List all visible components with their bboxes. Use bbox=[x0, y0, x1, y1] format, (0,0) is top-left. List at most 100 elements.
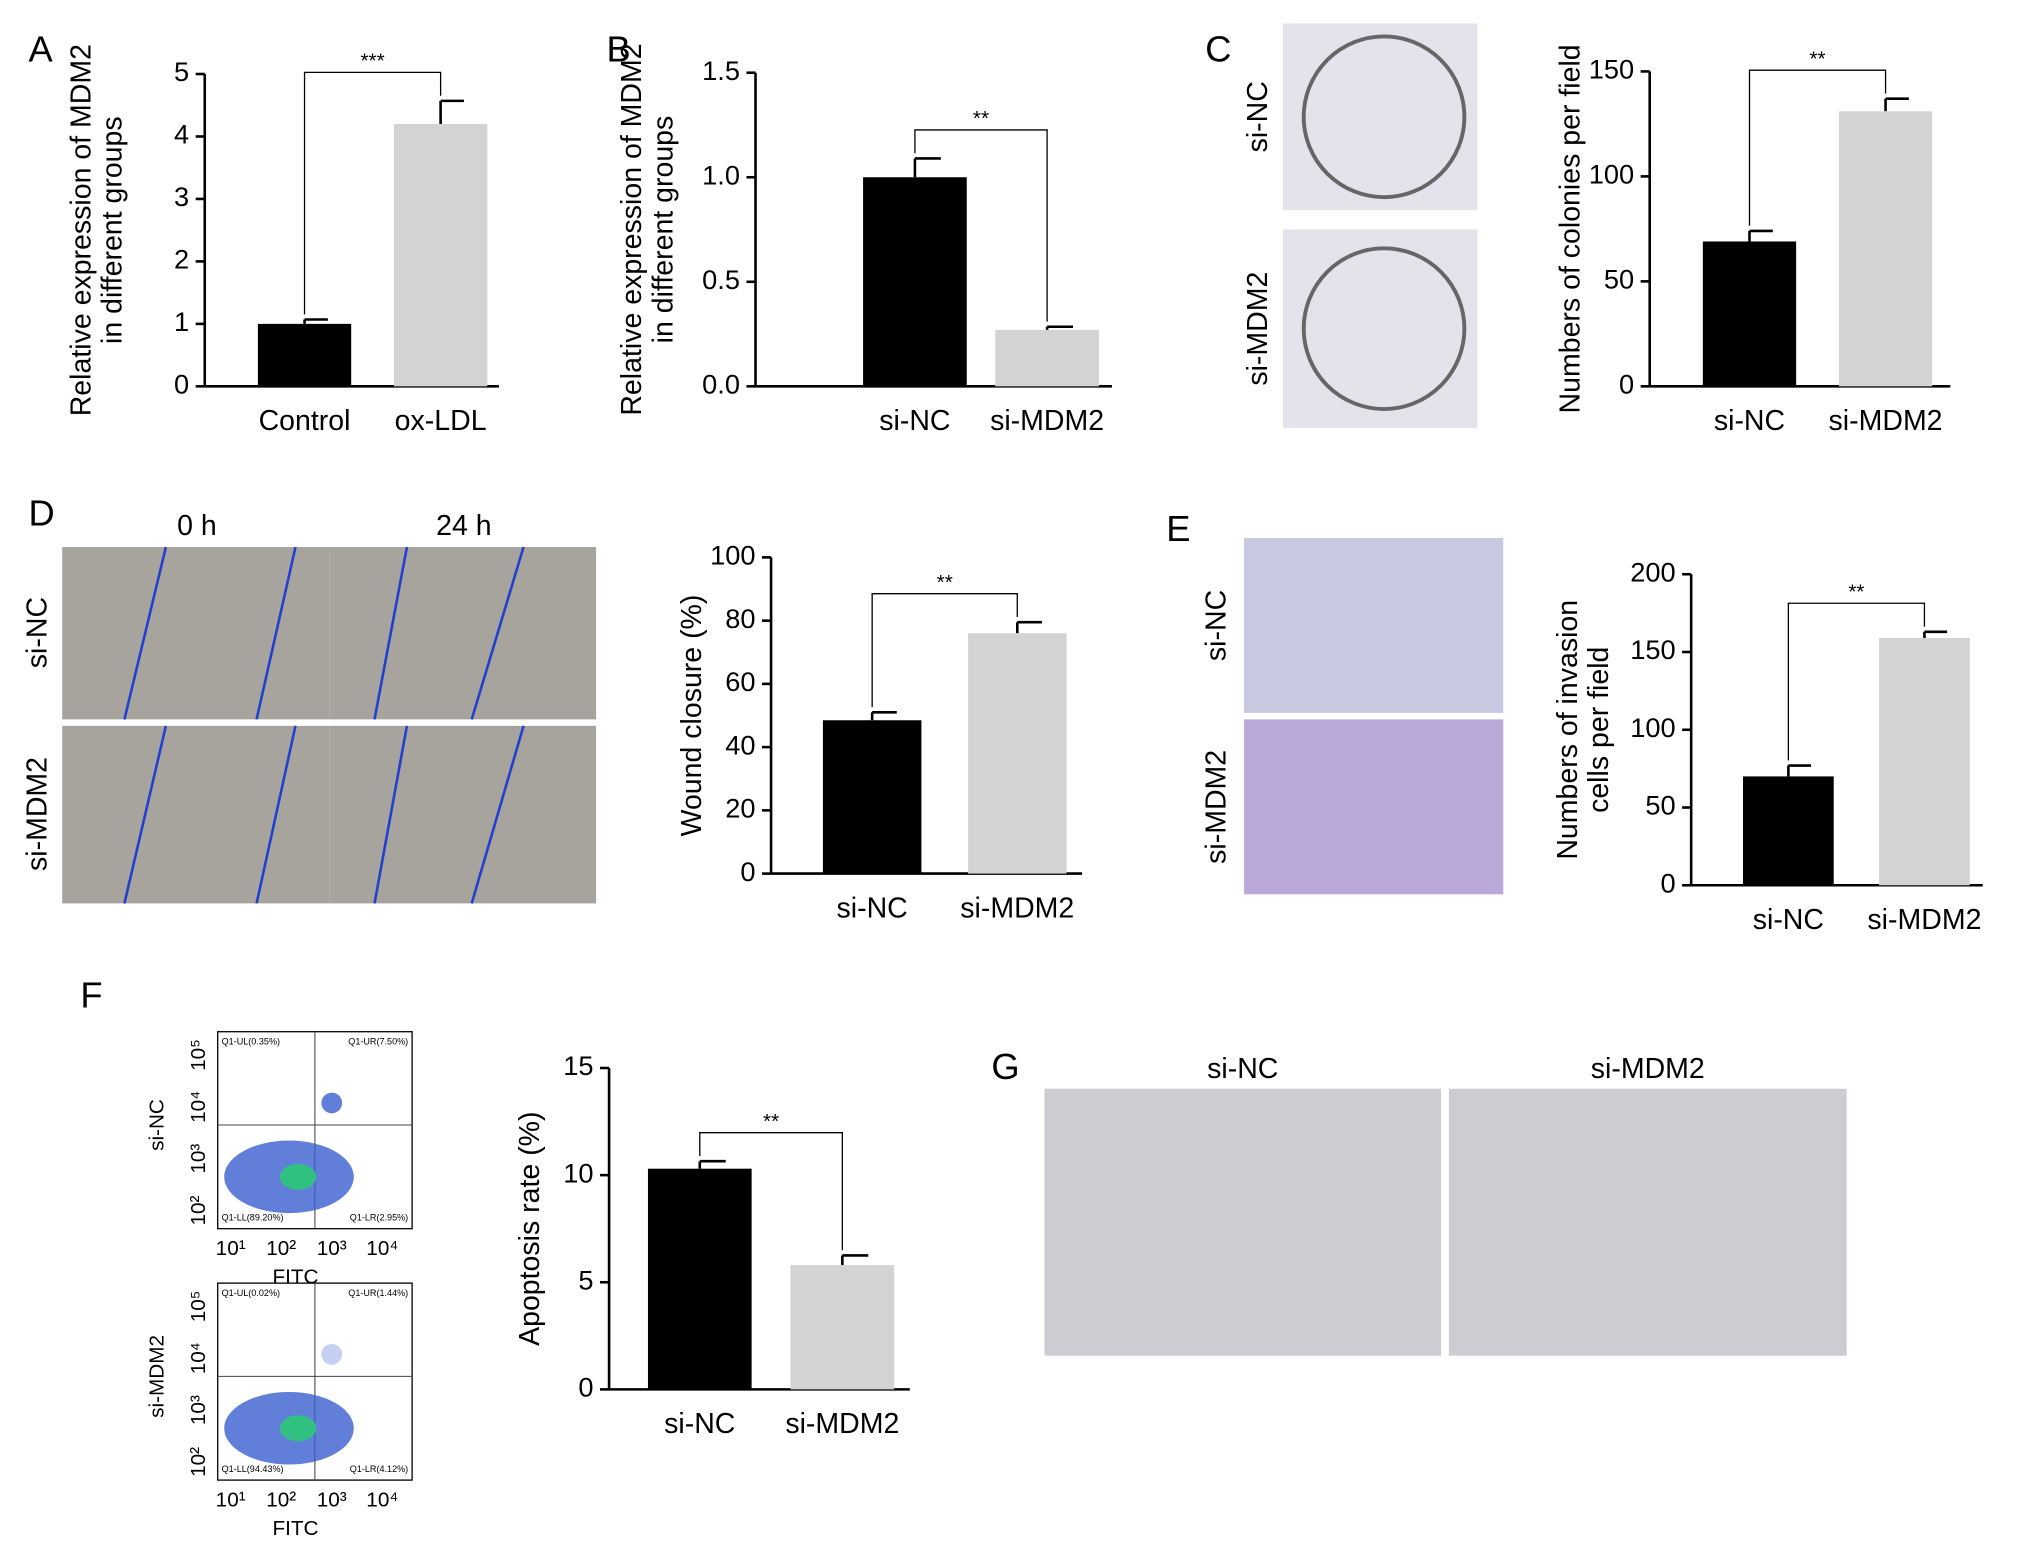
photo bbox=[1282, 23, 1478, 211]
x-tick-label: si-MDM2 bbox=[785, 1408, 899, 1440]
wound-edge bbox=[470, 546, 525, 720]
x-tick-label: Control bbox=[259, 405, 351, 437]
x-tick-label: si-NC bbox=[837, 892, 908, 924]
flow-y-tick: 10³ bbox=[187, 1395, 210, 1425]
row-label: si-MDM2 bbox=[21, 757, 53, 871]
quadrant-label: Q1-UL(0.35%) bbox=[222, 1036, 280, 1046]
wound-edge bbox=[123, 546, 168, 720]
y-tick-label: 200 bbox=[1630, 556, 1675, 587]
flow-x-tick: 10⁴ bbox=[366, 1237, 398, 1260]
cell-core bbox=[279, 1415, 317, 1442]
bar bbox=[647, 1168, 752, 1390]
y-tick-label: 1.0 bbox=[702, 159, 740, 190]
y-axis-label: cells per field bbox=[1583, 647, 1615, 813]
quadrant-label: Q1-LL(89.20%) bbox=[222, 1213, 284, 1223]
panel-label: D bbox=[29, 493, 55, 534]
cell-core bbox=[279, 1163, 317, 1190]
flow-x-tick: 10³ bbox=[317, 1237, 347, 1260]
x-tick-label: si-MDM2 bbox=[1867, 904, 1981, 936]
y-axis-label: Numbers of invasion bbox=[1552, 600, 1584, 860]
x-tick-label: si-NC bbox=[1753, 904, 1824, 936]
photo bbox=[1244, 719, 1504, 895]
quadrant-label: Q1-LR(2.95%) bbox=[350, 1213, 408, 1223]
panel-label: B bbox=[606, 29, 630, 70]
significance-bracket bbox=[1787, 602, 1926, 761]
y-tick-label: 100 bbox=[1589, 159, 1634, 190]
flow-y-tick: 10³ bbox=[187, 1144, 210, 1174]
panel-label: G bbox=[991, 1046, 1019, 1087]
y-tick-label: 0.0 bbox=[702, 369, 740, 400]
y-tick-label: 50 bbox=[1604, 264, 1634, 295]
significance-label: ** bbox=[1809, 47, 1825, 70]
y-tick-label: 100 bbox=[710, 540, 755, 571]
y-axis-label: Relative expression of MDM2 bbox=[65, 44, 97, 416]
y-tick-label: 0 bbox=[174, 369, 189, 400]
column-label: si-MDM2 bbox=[1591, 1053, 1705, 1085]
column-label: 0 h bbox=[177, 510, 217, 542]
panel-label: C bbox=[1205, 29, 1231, 70]
y-axis-label: in different groups bbox=[97, 116, 129, 344]
significance-label: ** bbox=[937, 571, 953, 594]
row-label: si-NC bbox=[1242, 81, 1274, 152]
panel-label: E bbox=[1166, 508, 1190, 549]
quadrant-label: Q1-UR(1.44%) bbox=[348, 1288, 408, 1298]
x-tick-label: si-NC bbox=[1714, 405, 1785, 437]
y-axis-label: Wound closure (%) bbox=[676, 595, 708, 837]
y-tick-label: 150 bbox=[1630, 634, 1675, 665]
flow-x-label: FITC bbox=[272, 1517, 318, 1540]
row-label: si-MDM2 bbox=[1201, 750, 1233, 864]
bar bbox=[257, 323, 352, 387]
quadrant-label: Q1-UL(0.02%) bbox=[222, 1288, 280, 1298]
significance-bracket bbox=[1748, 69, 1887, 226]
photo bbox=[329, 547, 597, 720]
flow-x-tick: 10¹ bbox=[216, 1488, 246, 1511]
bar bbox=[863, 177, 967, 387]
significance-label: *** bbox=[360, 49, 384, 72]
flow-x-tick: 10¹ bbox=[216, 1237, 246, 1260]
row-label: si-NC bbox=[146, 1099, 169, 1151]
significance-bracket bbox=[303, 71, 442, 315]
y-tick-label: 0 bbox=[1619, 369, 1634, 400]
x-tick-label: si-MDM2 bbox=[990, 405, 1104, 437]
x-tick-label: si-NC bbox=[879, 405, 950, 437]
bar bbox=[1838, 111, 1933, 387]
bar bbox=[822, 720, 922, 874]
flow-y-tick: 10² bbox=[187, 1195, 210, 1225]
row-label: si-MDM2 bbox=[146, 1335, 169, 1418]
y-tick-label: 4 bbox=[174, 119, 189, 150]
flow-y-tick: 10⁴ bbox=[187, 1342, 210, 1374]
significance-label: ** bbox=[763, 1110, 779, 1133]
flow-y-tick: 10⁵ bbox=[187, 1291, 210, 1323]
y-tick-label: 0 bbox=[1660, 867, 1675, 898]
photo bbox=[1244, 537, 1504, 713]
significance-bracket bbox=[871, 593, 1018, 708]
y-tick-label: 2 bbox=[174, 244, 189, 275]
photo bbox=[1044, 1088, 1442, 1356]
row-label: si-NC bbox=[1201, 590, 1233, 661]
bar bbox=[1879, 638, 1970, 886]
wound-edge bbox=[123, 725, 168, 904]
column-label: 24 h bbox=[436, 510, 491, 542]
dish bbox=[1301, 246, 1467, 411]
flow-y-tick: 10⁴ bbox=[187, 1091, 210, 1123]
flow-y-tick: 10² bbox=[187, 1447, 210, 1477]
y-tick-label: 0 bbox=[578, 1372, 593, 1403]
bar bbox=[393, 123, 488, 387]
flow-x-tick: 10³ bbox=[317, 1488, 347, 1511]
photo bbox=[62, 725, 330, 904]
y-tick-label: 80 bbox=[725, 603, 755, 634]
y-tick-label: 40 bbox=[725, 729, 755, 760]
column-label: si-NC bbox=[1207, 1053, 1278, 1085]
wound-edge bbox=[373, 546, 409, 720]
flow-x-tick: 10⁴ bbox=[366, 1488, 398, 1511]
x-tick-label: ox-LDL bbox=[395, 405, 487, 437]
cell-cluster bbox=[321, 1092, 343, 1114]
bar bbox=[968, 633, 1067, 874]
panel-label: F bbox=[80, 975, 102, 1016]
quadrant-label: Q1-LL(94.43%) bbox=[222, 1464, 284, 1474]
y-tick-label: 5 bbox=[578, 1264, 593, 1295]
y-tick-label: 20 bbox=[725, 793, 755, 824]
flow-y-tick: 10⁵ bbox=[187, 1039, 210, 1071]
bar bbox=[1702, 241, 1797, 387]
bar bbox=[790, 1265, 895, 1390]
